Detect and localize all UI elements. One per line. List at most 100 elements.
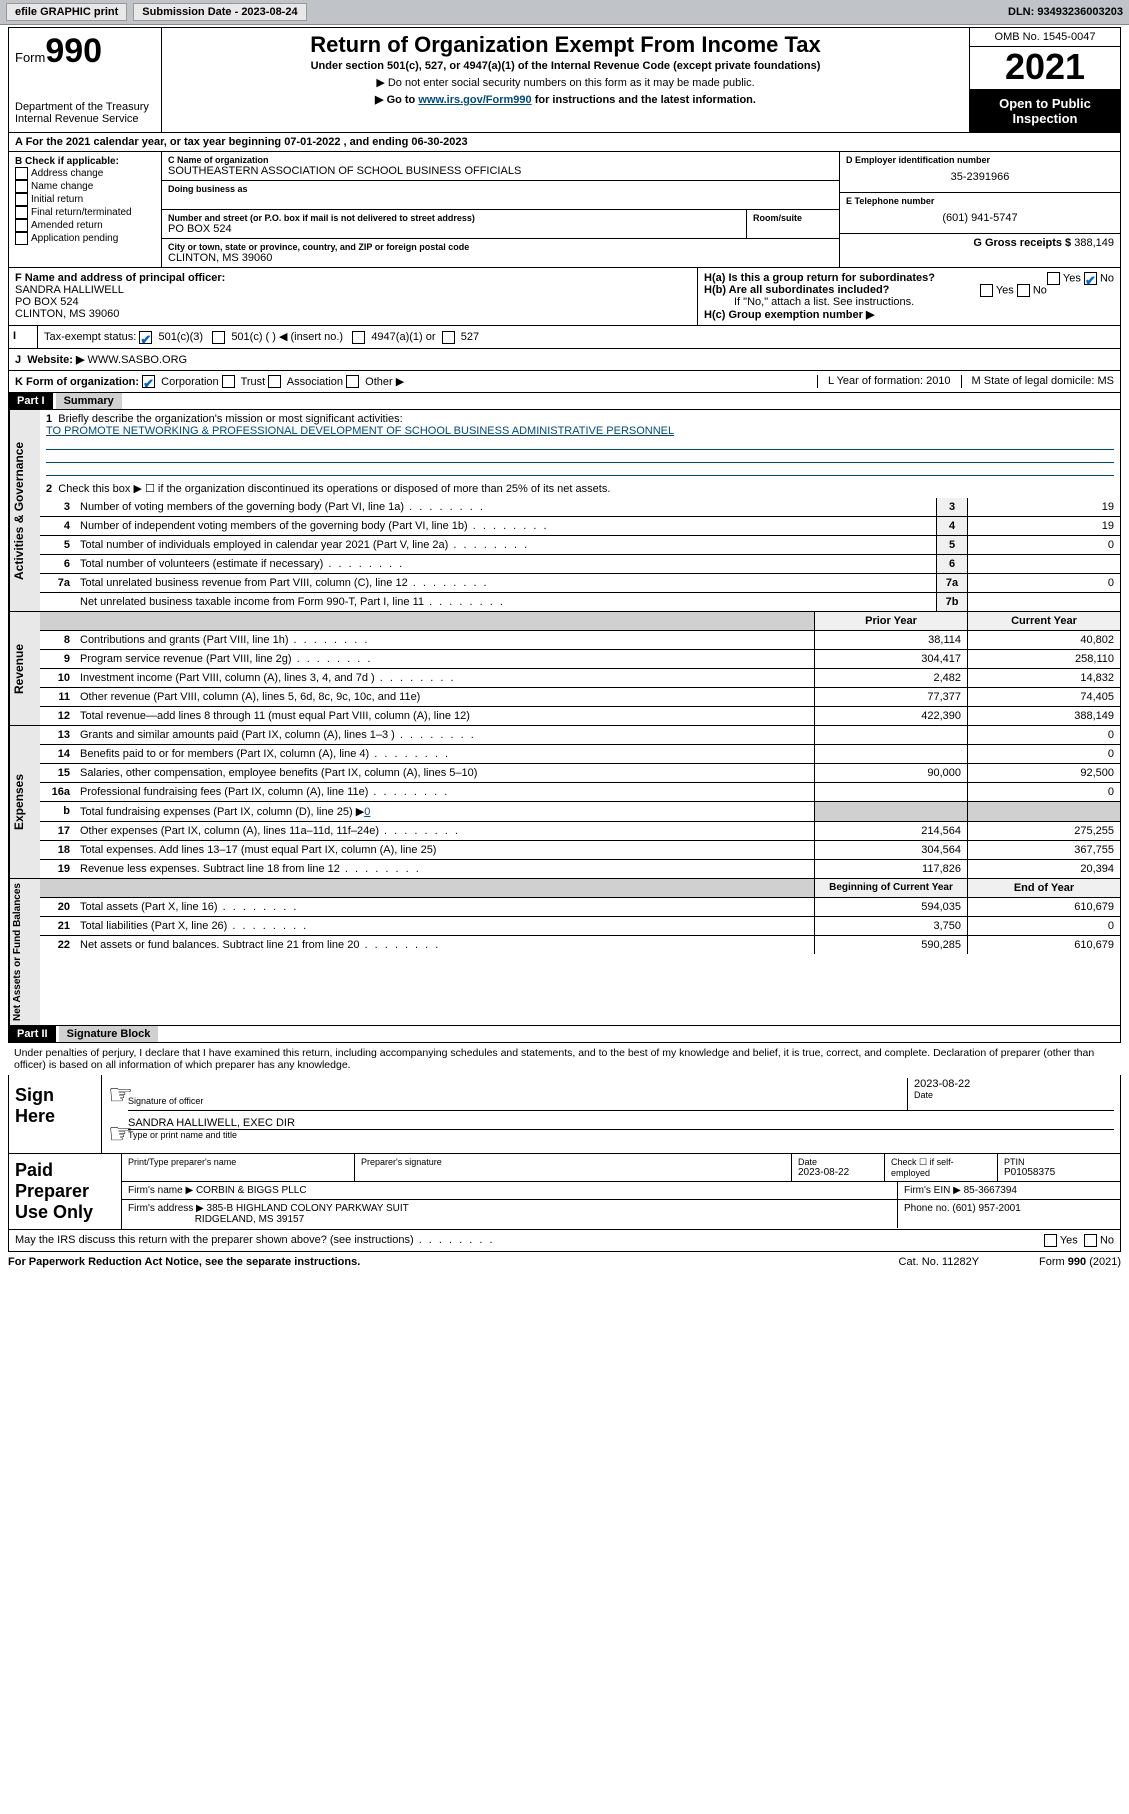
city-state-zip: CLINTON, MS 39060 bbox=[168, 252, 833, 264]
tax-exempt-label: Tax-exempt status: bbox=[44, 331, 136, 343]
gross-receipts-label: G Gross receipts $ bbox=[973, 237, 1071, 249]
firm-ein-label: Firm's EIN ▶ bbox=[904, 1185, 961, 1196]
527-checkbox[interactable] bbox=[442, 331, 455, 344]
ein-label: D Employer identification number bbox=[846, 155, 1114, 165]
501c3-checkbox[interactable]: ✔ bbox=[139, 331, 152, 344]
line20-current: 610,679 bbox=[967, 898, 1120, 916]
name-change-checkbox[interactable] bbox=[15, 180, 28, 193]
tax-year: 2021 bbox=[970, 47, 1120, 90]
hb-label: H(b) Are all subordinates included? bbox=[704, 284, 889, 296]
omb-number: OMB No. 1545-0047 bbox=[970, 28, 1120, 47]
line11-text: Other revenue (Part VIII, column (A), li… bbox=[76, 688, 814, 706]
association-checkbox[interactable] bbox=[268, 375, 281, 388]
website-label: Website: ▶ bbox=[27, 354, 84, 366]
discuss-yes-checkbox[interactable] bbox=[1044, 1234, 1057, 1247]
line13-current: 0 bbox=[967, 726, 1120, 744]
year-formation: L Year of formation: 2010 bbox=[817, 375, 961, 389]
end-year-head: End of Year bbox=[967, 879, 1120, 897]
form-subtitle: Under section 501(c), 527, or 4947(a)(1)… bbox=[168, 60, 963, 72]
irs-link[interactable]: www.irs.gov/Form990 bbox=[418, 94, 531, 106]
line7b-text: Net unrelated business taxable income fr… bbox=[76, 593, 936, 611]
line13-text: Grants and similar amounts paid (Part IX… bbox=[76, 726, 814, 744]
line3-text: Number of voting members of the governin… bbox=[76, 498, 936, 516]
ha-no-checkbox[interactable]: ✔ bbox=[1084, 272, 1097, 285]
form-header: Form990 Department of the Treasury Inter… bbox=[8, 27, 1121, 133]
line7a-text: Total unrelated business revenue from Pa… bbox=[76, 574, 936, 592]
ha-label: H(a) Is this a group return for subordin… bbox=[704, 272, 935, 284]
form-990: Form990 Department of the Treasury Inter… bbox=[0, 25, 1129, 1280]
line16b-value: 0 bbox=[364, 806, 370, 818]
line16a-prior bbox=[814, 783, 967, 801]
officer-label: Type or print name and title bbox=[128, 1129, 1114, 1140]
initial-return-checkbox[interactable] bbox=[15, 193, 28, 206]
officer-addr1: PO BOX 524 bbox=[15, 296, 79, 308]
beginning-year-head: Beginning of Current Year bbox=[814, 879, 967, 897]
discuss-no-checkbox[interactable] bbox=[1084, 1234, 1097, 1247]
other-checkbox[interactable] bbox=[346, 375, 359, 388]
ein-value: 35-2391966 bbox=[846, 165, 1114, 189]
final-return-checkbox[interactable] bbox=[15, 206, 28, 219]
line18-current: 367,755 bbox=[967, 841, 1120, 859]
line8-current: 40,802 bbox=[967, 631, 1120, 649]
part1-header: Part I bbox=[9, 393, 53, 409]
identity-block: B Check if applicable: Address change Na… bbox=[8, 152, 1121, 268]
dba-label: Doing business as bbox=[168, 184, 833, 194]
officer-addr2: CLINTON, MS 39060 bbox=[15, 308, 119, 320]
submission-date-button[interactable]: Submission Date - 2023-08-24 bbox=[133, 3, 306, 21]
efile-button[interactable]: efile GRAPHIC print bbox=[6, 3, 127, 21]
line12-text: Total revenue—add lines 8 through 11 (mu… bbox=[76, 707, 814, 725]
firm-addr-label: Firm's address ▶ bbox=[128, 1203, 204, 1214]
ha-yes-checkbox[interactable] bbox=[1047, 272, 1060, 285]
application-pending-checkbox[interactable] bbox=[15, 232, 28, 245]
line10-text: Investment income (Part VIII, column (A)… bbox=[76, 669, 814, 687]
part2-header: Part II bbox=[9, 1026, 56, 1042]
line12-current: 388,149 bbox=[967, 707, 1120, 725]
org-name: SOUTHEASTERN ASSOCIATION OF SCHOOL BUSIN… bbox=[168, 165, 833, 177]
side-net-assets: Net Assets or Fund Balances bbox=[9, 879, 40, 1025]
form-number: 990 bbox=[45, 32, 102, 70]
line19-current: 20,394 bbox=[967, 860, 1120, 878]
part1-title: Summary bbox=[56, 393, 122, 409]
amended-return-checkbox[interactable] bbox=[15, 219, 28, 232]
state-domicile: M State of legal domicile: MS bbox=[961, 375, 1114, 389]
line4-value: 19 bbox=[967, 517, 1120, 535]
hb-note: If "No," attach a list. See instructions… bbox=[704, 296, 1114, 308]
line5-value: 0 bbox=[967, 536, 1120, 554]
501c-checkbox[interactable] bbox=[212, 331, 225, 344]
line21-prior: 3,750 bbox=[814, 917, 967, 935]
line17-prior: 214,564 bbox=[814, 822, 967, 840]
hb-yes-checkbox[interactable] bbox=[980, 284, 993, 297]
line3-value: 19 bbox=[967, 498, 1120, 516]
discuss-label: May the IRS discuss this return with the… bbox=[15, 1234, 495, 1247]
firm-ein-value: 85-3667394 bbox=[964, 1185, 1017, 1196]
corporation-checkbox[interactable]: ✔ bbox=[142, 375, 155, 388]
row-a-tax-period: A For the 2021 calendar year, or tax yea… bbox=[8, 133, 1121, 152]
form-prefix: Form bbox=[15, 50, 45, 65]
sig-officer-label: Signature of officer bbox=[128, 1096, 907, 1106]
line9-text: Program service revenue (Part VIII, line… bbox=[76, 650, 814, 668]
website-value: WWW.SASBO.ORG bbox=[87, 354, 187, 366]
firm-name: CORBIN & BIGGS PLLC bbox=[196, 1185, 307, 1196]
line15-prior: 90,000 bbox=[814, 764, 967, 782]
line11-prior: 77,377 bbox=[814, 688, 967, 706]
prior-year-head: Prior Year bbox=[814, 612, 967, 630]
line1-label: Briefly describe the organization's miss… bbox=[58, 413, 402, 425]
line9-current: 258,110 bbox=[967, 650, 1120, 668]
line8-prior: 38,114 bbox=[814, 631, 967, 649]
sig-date-label: Date bbox=[914, 1090, 1114, 1100]
toolbar: efile GRAPHIC print Submission Date - 20… bbox=[0, 0, 1129, 25]
address-change-checkbox[interactable] bbox=[15, 167, 28, 180]
prep-date-value: 2023-08-22 bbox=[798, 1167, 849, 1178]
officer-label: F Name and address of principal officer: bbox=[15, 272, 225, 284]
hb-no-checkbox[interactable] bbox=[1017, 284, 1030, 297]
ptin-value: P01058375 bbox=[1004, 1167, 1055, 1178]
line19-text: Revenue less expenses. Subtract line 18 … bbox=[76, 860, 814, 878]
line9-prior: 304,417 bbox=[814, 650, 967, 668]
trust-checkbox[interactable] bbox=[222, 375, 235, 388]
self-employed-check: Check ☐ if self-employed bbox=[885, 1154, 998, 1181]
4947-checkbox[interactable] bbox=[352, 331, 365, 344]
line15-text: Salaries, other compensation, employee b… bbox=[76, 764, 814, 782]
line10-current: 14,832 bbox=[967, 669, 1120, 687]
side-governance: Activities & Governance bbox=[9, 410, 40, 611]
row-i-letter: I bbox=[9, 326, 38, 348]
